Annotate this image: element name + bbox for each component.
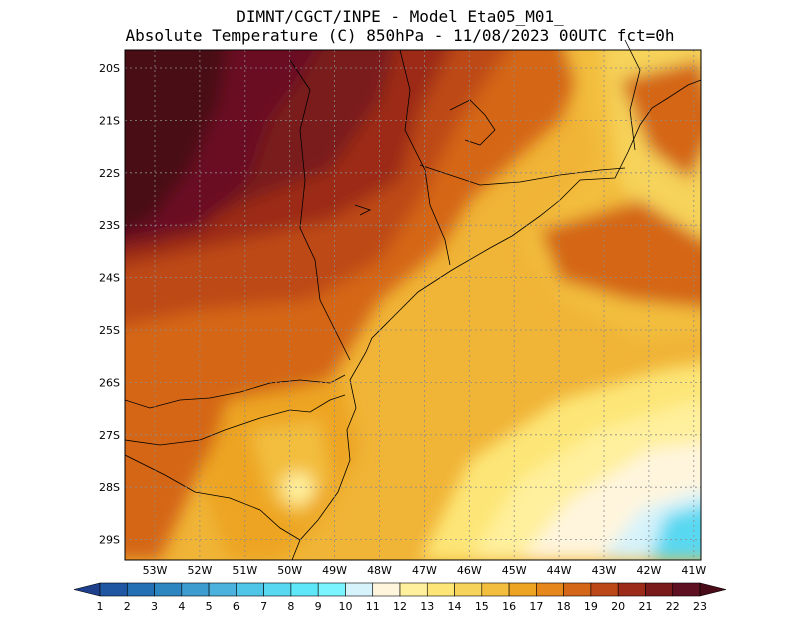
colorbar-swatch bbox=[208, 582, 237, 597]
lon-tick-label: 49W bbox=[322, 564, 347, 577]
lon-tick-label: 52W bbox=[187, 564, 212, 577]
colorbar-tick-label: 8 bbox=[287, 600, 294, 613]
lat-tick-label: 22S bbox=[99, 167, 120, 180]
colorbar-tick-label: 13 bbox=[420, 600, 434, 613]
lat-tick-label: 20S bbox=[99, 62, 120, 75]
colorbar-swatch bbox=[317, 582, 346, 597]
colorbar-high-arrow bbox=[699, 582, 727, 597]
lon-tick-label: 53W bbox=[143, 564, 168, 577]
temperature-field bbox=[125, 50, 701, 560]
colorbar-tick-label: 6 bbox=[233, 600, 240, 613]
colorbar-swatch bbox=[645, 582, 674, 597]
longitude-labels: 53W 52W 51W 50W 49W 48W 47W 46W 45W 44W 43W 42W 41W bbox=[143, 564, 707, 577]
colorbar-tick-label: 10 bbox=[338, 600, 352, 613]
colorbar-low-arrow bbox=[73, 582, 101, 597]
lon-tick-label: 43W bbox=[592, 564, 617, 577]
latitude-labels: 20S 21S 22S 23S 24S 25S 26S 27S 28S 29S bbox=[99, 62, 120, 547]
colorbar-tick-label: 15 bbox=[475, 600, 489, 613]
colorbar-swatch bbox=[236, 582, 264, 597]
colorbar-tick-label: 17 bbox=[529, 600, 543, 613]
coastline-borders bbox=[124, 39, 702, 561]
lat-tick-label: 27S bbox=[99, 429, 120, 442]
colorbar-tick-label: 11 bbox=[366, 600, 380, 613]
lon-tick-label: 46W bbox=[457, 564, 482, 577]
lon-tick-label: 44W bbox=[547, 564, 572, 577]
colorbar-tick-label: 21 bbox=[638, 600, 652, 613]
colorbar-swatch bbox=[99, 582, 128, 597]
lon-tick-label: 48W bbox=[367, 564, 392, 577]
colorbar-tick-label: 12 bbox=[393, 600, 407, 613]
colorbar-swatch bbox=[617, 582, 646, 597]
colorbar-swatch bbox=[426, 582, 455, 597]
colorbar-tick-label: 16 bbox=[502, 600, 516, 613]
colorbar-swatch bbox=[372, 582, 401, 597]
map-title-line1: DIMNT/CGCT/INPE - Model Eta05_M01_ bbox=[236, 7, 564, 26]
lon-tick-label: 45W bbox=[502, 564, 527, 577]
colorbar-tick-label: 20 bbox=[611, 600, 625, 613]
colorbar-tick-label: 19 bbox=[584, 600, 598, 613]
colorbar-swatch bbox=[454, 582, 483, 597]
colorbar-swatch bbox=[126, 582, 155, 597]
colorbar-swatch bbox=[154, 582, 183, 597]
lon-tick-label: 47W bbox=[412, 564, 437, 577]
lon-tick-label: 41W bbox=[681, 564, 706, 577]
lat-tick-label: 29S bbox=[99, 534, 120, 547]
lat-tick-label: 24S bbox=[99, 272, 120, 285]
colorbar-tick-label: 9 bbox=[315, 600, 322, 613]
lat-tick-label: 21S bbox=[99, 114, 120, 127]
lat-tick-label: 23S bbox=[99, 219, 120, 232]
lon-tick-label: 50W bbox=[277, 564, 302, 577]
colorbar-swatch bbox=[590, 582, 619, 597]
colorbar-tick-label: 2 bbox=[124, 600, 131, 613]
lat-tick-label: 25S bbox=[99, 324, 120, 337]
colorbar-tick-label: 7 bbox=[260, 600, 267, 613]
map-title-line2: Absolute Temperature (C) 850hPa - 11/08/… bbox=[125, 26, 675, 45]
colorbar-swatch bbox=[536, 582, 564, 597]
colorbar-legend: 1 2 3 4 5 6 7 8 9 10 11 12 13 14 15 16 17 18 19 20 21 22 23 bbox=[73, 582, 727, 613]
colorbar-swatch bbox=[672, 582, 701, 597]
colorbar-tick-label: 23 bbox=[693, 600, 707, 613]
colorbar-swatch bbox=[508, 582, 537, 597]
colorbar-tick-label: 4 bbox=[178, 600, 185, 613]
colorbar-tick-label: 22 bbox=[666, 600, 680, 613]
colorbar-swatch bbox=[181, 582, 210, 597]
lat-lon-grid bbox=[125, 50, 701, 560]
lat-tick-label: 28S bbox=[99, 481, 120, 494]
lon-tick-label: 51W bbox=[232, 564, 257, 577]
map-frame bbox=[124, 49, 702, 561]
colorbar-tick-label: 18 bbox=[557, 600, 571, 613]
colorbar-swatch bbox=[345, 582, 374, 597]
colorbar-tick-label: 14 bbox=[448, 600, 462, 613]
colorbar-tick-label: 5 bbox=[206, 600, 213, 613]
colorbar-tick-label: 1 bbox=[97, 600, 104, 613]
colorbar-swatch bbox=[563, 582, 592, 597]
colorbar-swatch bbox=[290, 582, 319, 597]
colorbar-swatch bbox=[399, 582, 428, 597]
colorbar-swatch bbox=[481, 582, 510, 597]
lon-tick-label: 42W bbox=[636, 564, 661, 577]
colorbar-tick-label: 3 bbox=[151, 600, 158, 613]
colorbar-swatch bbox=[263, 582, 292, 597]
lat-tick-label: 26S bbox=[99, 376, 120, 389]
